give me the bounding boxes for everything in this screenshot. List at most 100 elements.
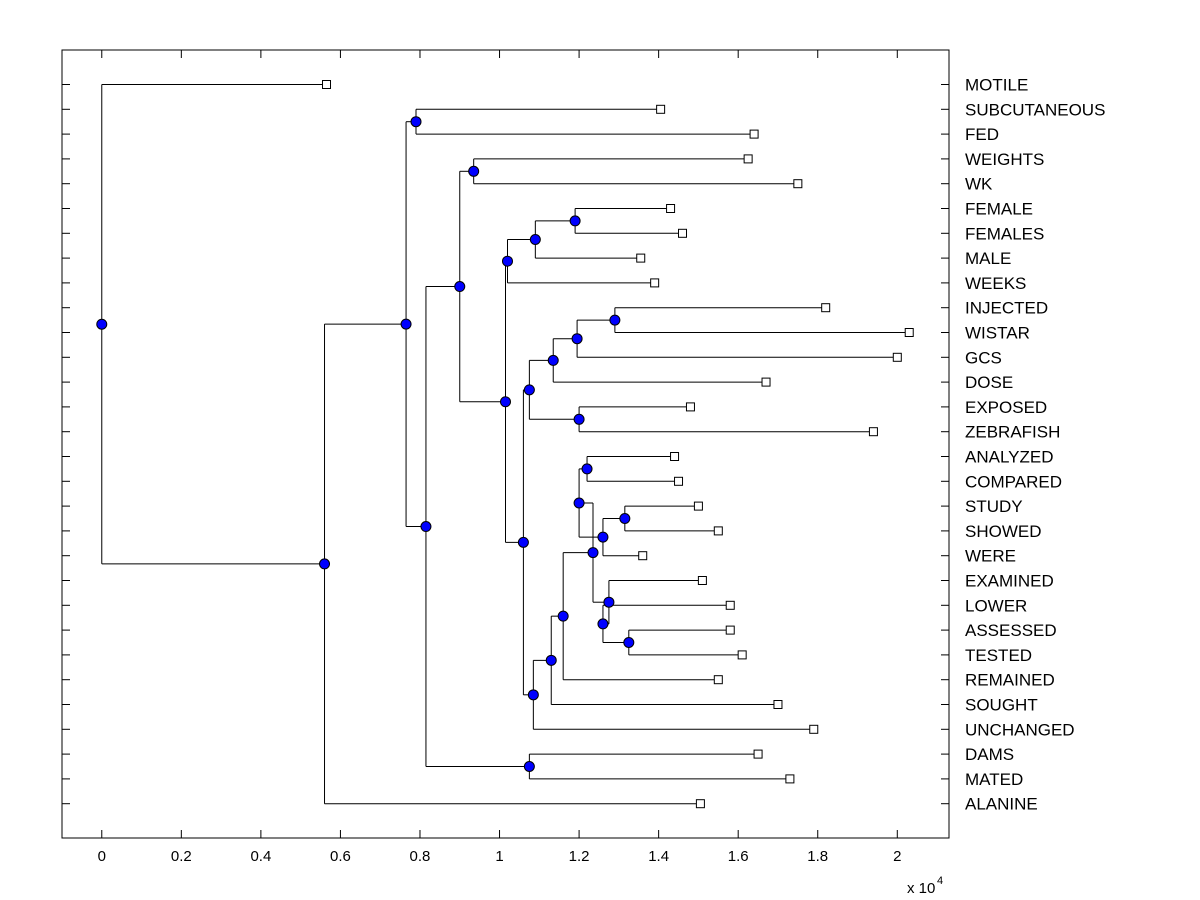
merge-node	[597, 618, 609, 630]
x-multiplier-label: x 10	[907, 880, 935, 897]
leaf-marker	[743, 154, 753, 164]
merge-node	[410, 116, 422, 128]
leaf-marker	[638, 551, 648, 561]
leaf-marker	[868, 427, 878, 437]
x-tick-label: 0.2	[171, 848, 192, 865]
leaf-label: SUBCUTANEOUS	[965, 100, 1105, 119]
x-tick-label: 1.4	[648, 848, 669, 865]
x-tick-label: 1	[495, 848, 503, 865]
merge-node	[454, 281, 466, 293]
leaf-label: FED	[965, 125, 999, 144]
merge-node	[500, 396, 511, 408]
leaf-marker	[322, 80, 332, 89]
leaf-markers	[322, 80, 914, 809]
leaf-marker	[904, 328, 914, 337]
leaf-marker	[753, 749, 763, 759]
leaf-marker	[785, 774, 795, 784]
x-tick-label: 0.4	[250, 848, 271, 865]
leaf-label: EXAMINED	[965, 572, 1054, 591]
leaf-label: FEMALE	[965, 200, 1033, 219]
leaf-label: MATED	[965, 770, 1023, 789]
leaf-label: ALANINE	[965, 795, 1038, 814]
leaf-marker	[695, 799, 705, 809]
merge-node	[557, 610, 569, 622]
dendrogram-branches	[101, 84, 910, 805]
leaf-marker	[650, 278, 660, 288]
merge-node	[623, 637, 635, 648]
leaf-marker	[793, 179, 803, 189]
x-multiplier-exponent: 4	[937, 875, 943, 887]
leaf-marker	[725, 600, 735, 610]
merge-node	[569, 215, 581, 227]
merge-nodes	[96, 116, 635, 772]
x-tick-label: 1.2	[569, 848, 590, 865]
leaf-label: DOSE	[965, 373, 1013, 392]
leaf-label: WISTAR	[965, 324, 1030, 343]
leaf-marker	[713, 675, 723, 685]
leaf-label: SHOWED	[965, 522, 1042, 541]
merge-node	[545, 654, 557, 666]
leaf-label: WK	[965, 175, 993, 194]
leaf-marker	[678, 228, 688, 238]
merge-node	[468, 165, 480, 177]
leaf-label: LOWER	[965, 596, 1027, 615]
leaf-label: INJECTED	[965, 299, 1048, 318]
leaf-label: ANALYZED	[965, 448, 1054, 467]
leaf-marker	[685, 402, 695, 412]
x-tick-label: 0.8	[410, 848, 431, 865]
merge-node	[319, 558, 331, 570]
leaf-marker	[666, 204, 676, 213]
merge-node	[619, 513, 631, 524]
leaf-label: COMPARED	[965, 472, 1062, 491]
merge-node	[527, 689, 539, 701]
merge-node	[573, 413, 585, 425]
merge-node	[597, 531, 609, 543]
leaf-marker	[737, 650, 747, 660]
leaf-label: REMAINED	[965, 671, 1055, 690]
leaf-label: EXPOSED	[965, 398, 1047, 417]
merge-node	[420, 521, 432, 533]
leaf-marker	[809, 724, 819, 734]
leaf-label: GCS	[965, 348, 1002, 367]
leaf-label: WERE	[965, 547, 1016, 566]
merge-node	[547, 354, 559, 366]
axis-ticks	[62, 50, 949, 838]
leaf-marker	[725, 625, 735, 635]
leaf-marker	[749, 129, 759, 139]
merge-node	[587, 547, 599, 559]
leaf-marker	[674, 476, 684, 486]
leaf-label: MOTILE	[965, 76, 1028, 95]
leaf-marker	[636, 253, 646, 263]
leaf-marker	[821, 303, 831, 313]
leaf-labels: MOTILE SUBCUTANEOUS FED WEIGHTS WK FEMALE FEMA…	[965, 76, 1105, 814]
leaf-label: ZEBRAFISH	[965, 423, 1060, 442]
leaf-label: TESTED	[965, 646, 1032, 665]
leaf-marker	[670, 452, 680, 461]
leaf-marker	[761, 377, 771, 387]
leaf-label: MALE	[965, 249, 1011, 268]
merge-node	[400, 318, 412, 330]
x-tick-label: 1.8	[807, 848, 828, 865]
leaf-marker	[773, 700, 783, 709]
leaf-marker	[697, 576, 707, 585]
leaf-label: STUDY	[965, 497, 1023, 516]
leaf-label: FEMALES	[965, 224, 1044, 243]
leaf-label: DAMS	[965, 745, 1014, 764]
merge-node	[501, 255, 513, 267]
leaf-label: SOUGHT	[965, 696, 1038, 715]
merge-node	[609, 314, 621, 326]
leaf-label: ASSESSED	[965, 621, 1057, 640]
merge-node	[571, 333, 583, 345]
x-tick-label: 1.6	[728, 848, 749, 865]
merge-node	[529, 234, 541, 245]
leaf-label: UNCHANGED	[965, 720, 1075, 739]
merge-node	[517, 536, 529, 548]
leaf-marker	[693, 501, 703, 511]
leaf-marker	[892, 352, 902, 362]
x-tick-label: 0	[98, 848, 106, 865]
leaf-marker	[713, 526, 723, 536]
merge-node	[603, 596, 615, 608]
x-tick-label: 0.6	[330, 848, 351, 865]
x-tick-labels: 0 0.2 0.4 0.6 0.8 1 1.2 1.4 1.6 1.8 2	[98, 848, 902, 865]
leaf-label: WEEKS	[965, 274, 1026, 293]
